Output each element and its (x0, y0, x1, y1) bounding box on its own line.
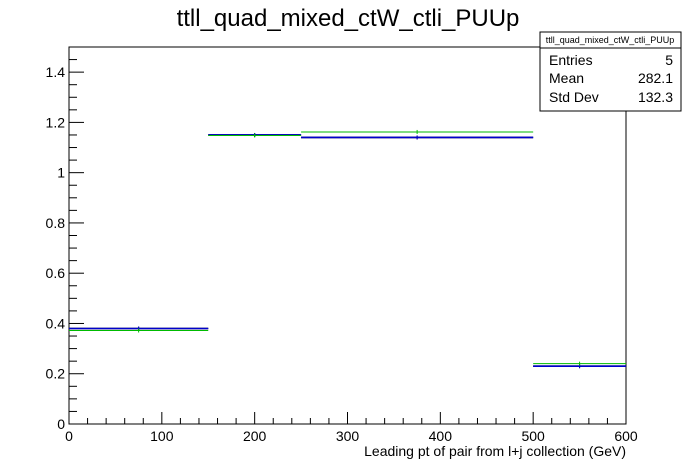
stats-stddev-value: 132.3 (638, 89, 673, 105)
stats-box: ttll_quad_mixed_ctW_ctli_PUUp Entries 5 … (539, 31, 682, 112)
x-tick-label: 400 (429, 428, 453, 444)
x-tick-label: 100 (150, 428, 174, 444)
y-tick-label: 1.2 (46, 114, 66, 130)
x-tick-label: 300 (336, 428, 360, 444)
y-axis: 0 0.2 0.4 0.6 0.8 1 1.2 1.4 (46, 46, 84, 432)
stats-entries-label: Entries (549, 52, 593, 68)
y-tick-label: 0.4 (46, 315, 66, 331)
stats-box-frame (539, 31, 682, 112)
y-tick-label: 0.8 (46, 215, 66, 231)
chart-title: ttll_quad_mixed_ctW_ctli_PUUp (177, 5, 520, 32)
x-tick-label: 600 (614, 428, 638, 444)
y-tick-label: 0.6 (46, 265, 66, 281)
stats-stddev-label: Std Dev (549, 89, 599, 105)
y-tick-label: 1 (57, 165, 65, 181)
stats-entries-value: 5 (665, 52, 673, 68)
x-axis: 0 100 200 300 400 500 600 (65, 412, 638, 444)
series-layer (69, 129, 626, 369)
x-tick-label: 200 (243, 428, 267, 444)
x-tick-label: 0 (65, 428, 73, 444)
stats-box-name: ttll_quad_mixed_ctW_ctli_PUUp (546, 35, 675, 45)
y-tick-label: 0.2 (46, 366, 66, 382)
y-tick-label: 0 (57, 416, 65, 432)
x-axis-title: Leading pt of pair from l+j collection (… (364, 443, 626, 459)
stats-mean-label: Mean (549, 70, 584, 86)
stats-mean-value: 282.1 (638, 70, 673, 86)
x-tick-label: 500 (521, 428, 545, 444)
y-tick-label: 1.4 (46, 64, 66, 80)
